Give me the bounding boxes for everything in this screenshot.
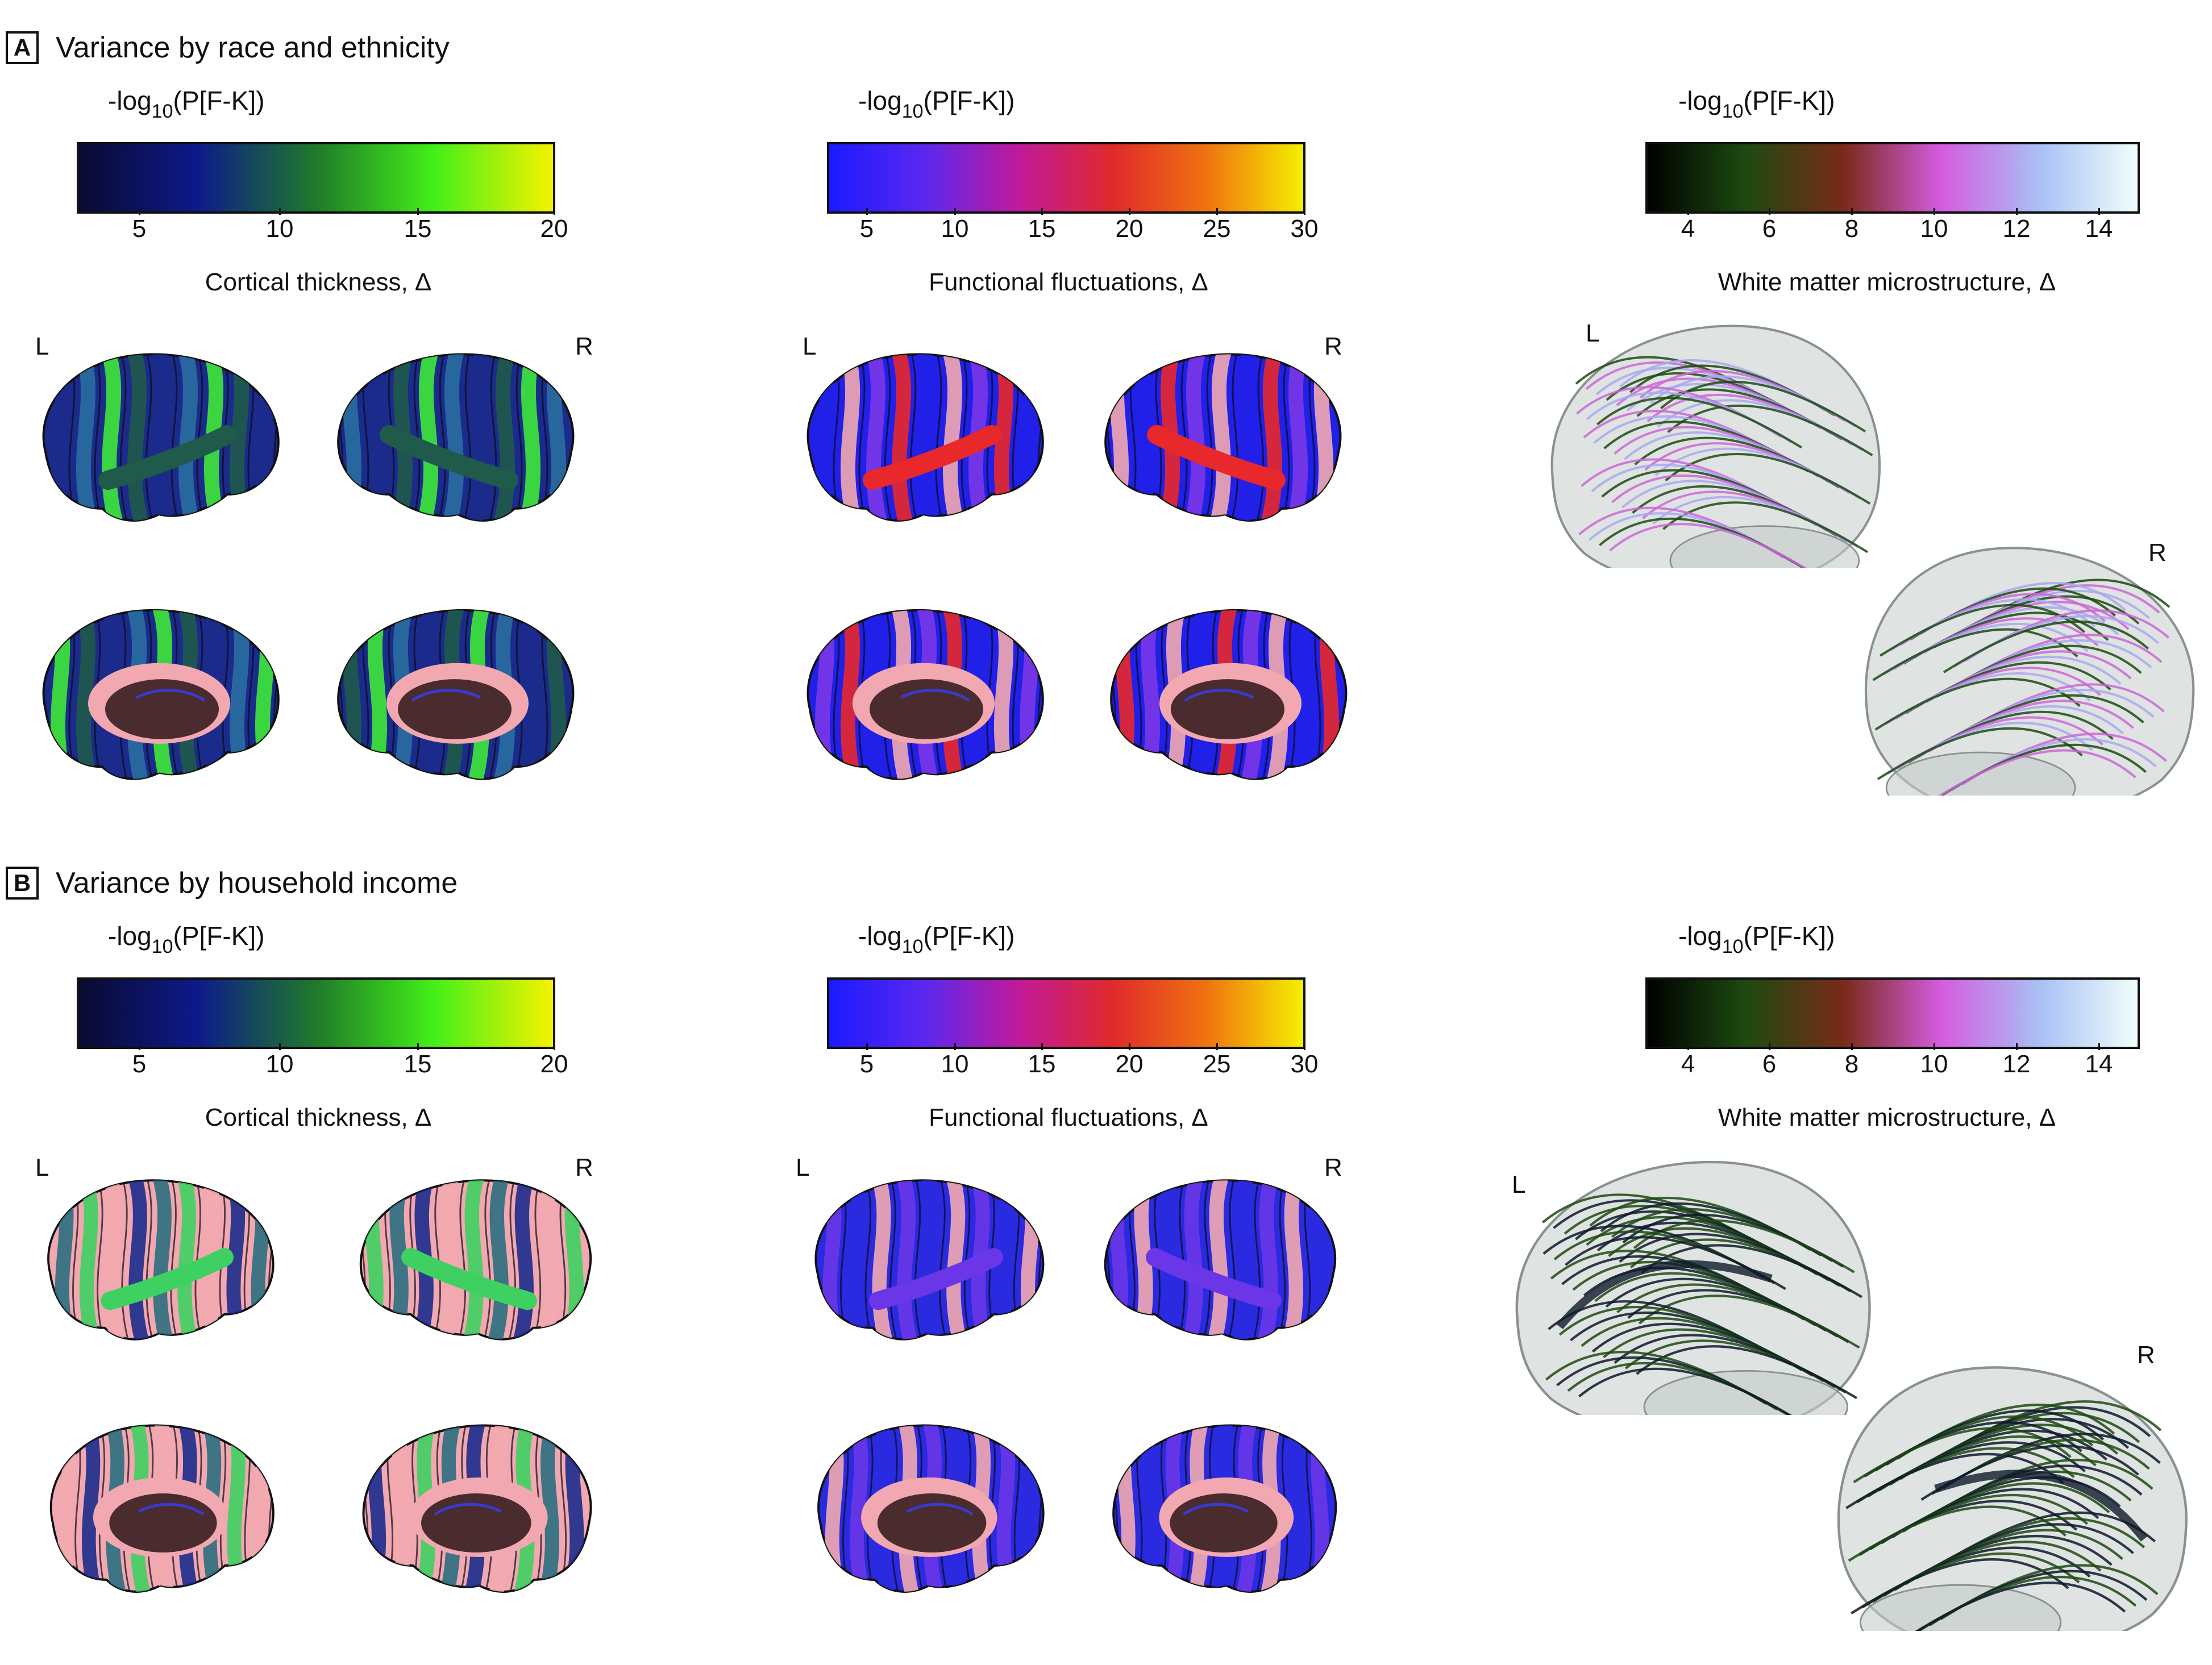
tick-label: 15 xyxy=(389,208,446,243)
tick-label: 12 xyxy=(1988,1043,2045,1079)
brain-lateral-right-functional xyxy=(1094,338,1361,531)
tick-label: 30 xyxy=(1276,208,1333,243)
brain-medial-right-thickness xyxy=(352,1409,611,1602)
tick-label: 25 xyxy=(1188,1043,1245,1079)
colorbar-title: Functional fluctuations, Δ xyxy=(929,1104,1208,1131)
panel-a-letter: A xyxy=(6,31,39,64)
hemisphere-right-label: R xyxy=(2137,1341,2155,1369)
hemisphere-right-label: R xyxy=(575,332,593,360)
hemisphere-left-label: L xyxy=(803,332,817,360)
hemisphere-right-label: R xyxy=(1324,1154,1342,1181)
brain-lateral-left-functional xyxy=(796,1165,1054,1350)
brain-medial-left-functional xyxy=(787,594,1054,790)
tract-render-right xyxy=(1819,1347,2211,1631)
panel-a: A Variance by race and ethnicity -log10(… xyxy=(0,0,2212,830)
colorbar-title: Cortical thickness, Δ xyxy=(205,268,432,296)
tick-label: 12 xyxy=(1988,208,2045,243)
brain-lateral-left-thickness xyxy=(28,1165,284,1350)
colorbar-title: Functional fluctuations, Δ xyxy=(929,268,1208,296)
colorbar-ticks: 5 10 15 20 xyxy=(77,208,568,249)
scale-label: -log10(P[F-K]) xyxy=(858,86,1015,122)
scale-label: -log10(P[F-K]) xyxy=(108,921,265,958)
scale-label: -log10(P[F-K]) xyxy=(1678,921,1835,958)
colorbar-ticks: 5 10 15 20 xyxy=(77,1043,568,1084)
tick-label: 30 xyxy=(1276,1043,1333,1079)
colorbar-ticks: 5 10 15 20 25 30 xyxy=(827,1043,1318,1084)
tract-render-left xyxy=(1529,307,1898,568)
tick-label: 20 xyxy=(526,208,583,243)
tick-label: 10 xyxy=(251,1043,308,1079)
tick-label: 10 xyxy=(251,208,308,243)
colorbar-title: Cortical thickness, Δ xyxy=(205,1104,432,1131)
brain-lateral-right-functional xyxy=(1094,1165,1356,1350)
colorbar-thickness xyxy=(77,977,555,1049)
colorbar-white-matter xyxy=(1645,977,2140,1049)
hemisphere-left-label: L xyxy=(1586,319,1600,347)
brain-medial-right-functional xyxy=(1103,1409,1356,1602)
panel-b: B Variance by household income -log10(P[… xyxy=(0,835,2212,1665)
scale-label: -log10(P[F-K]) xyxy=(1678,86,1835,122)
brain-medial-left-thickness xyxy=(31,1409,284,1602)
tract-render-left xyxy=(1492,1142,1890,1415)
colorbar-ticks: 5 10 15 20 25 30 xyxy=(827,208,1318,249)
tick-label: 25 xyxy=(1188,208,1245,243)
tick-label: 15 xyxy=(1013,208,1070,243)
tick-label: 5 xyxy=(838,208,895,243)
panel-b-header: B Variance by household income xyxy=(6,865,458,901)
brain-lateral-right-thickness xyxy=(327,338,594,531)
hemisphere-left-label: L xyxy=(35,1154,49,1181)
tract-render-right xyxy=(1847,528,2212,796)
tick-label: 10 xyxy=(1906,1043,1962,1079)
panel-a-title: Variance by race and ethnicity xyxy=(56,31,450,64)
tick-label: 10 xyxy=(926,208,983,243)
colorbar-ticks: 4 6 8 10 12 14 xyxy=(1645,208,2128,249)
tick-label: 14 xyxy=(2070,208,2127,243)
brain-medial-right-thickness xyxy=(327,594,594,790)
hemisphere-right-label: R xyxy=(2148,539,2167,567)
brain-lateral-left-functional xyxy=(787,338,1054,531)
brain-lateral-right-thickness xyxy=(350,1165,611,1350)
colorbar-functional xyxy=(827,142,1305,214)
colorbar-title: White matter microstructure, Δ xyxy=(1718,1104,2056,1131)
scale-label: -log10(P[F-K]) xyxy=(108,86,265,122)
brain-medial-left-functional xyxy=(799,1409,1054,1602)
tick-label: 5 xyxy=(838,1043,895,1079)
colorbar-thickness xyxy=(77,142,555,214)
tick-label: 15 xyxy=(1013,1043,1070,1079)
scale-label: -log10(P[F-K]) xyxy=(858,921,1015,958)
hemisphere-right-label: R xyxy=(575,1154,593,1181)
panel-a-header: A Variance by race and ethnicity xyxy=(6,30,450,66)
colorbar-title: White matter microstructure, Δ xyxy=(1718,268,2056,296)
hemisphere-right-label: R xyxy=(1324,332,1342,360)
tick-label: 20 xyxy=(1101,208,1158,243)
tick-label: 10 xyxy=(926,1043,983,1079)
tick-label: 8 xyxy=(1823,208,1880,243)
tick-label: 20 xyxy=(1101,1043,1158,1079)
tick-label: 20 xyxy=(526,1043,583,1079)
tick-label: 6 xyxy=(1741,208,1798,243)
tick-label: 10 xyxy=(1906,208,1962,243)
tick-label: 14 xyxy=(2070,1043,2127,1079)
hemisphere-left-label: L xyxy=(796,1154,810,1181)
hemisphere-left-label: L xyxy=(1512,1171,1526,1198)
tick-label: 8 xyxy=(1823,1043,1880,1079)
tick-label: 5 xyxy=(111,1043,168,1079)
colorbar-white-matter xyxy=(1645,142,2140,214)
colorbar-functional xyxy=(827,977,1305,1049)
colorbar-ticks: 4 6 8 10 12 14 xyxy=(1645,1043,2128,1084)
tick-label: 6 xyxy=(1741,1043,1798,1079)
brain-lateral-left-thickness xyxy=(23,338,290,531)
tick-label: 4 xyxy=(1660,208,1716,243)
tick-label: 15 xyxy=(389,1043,446,1079)
brain-medial-left-thickness xyxy=(23,594,290,790)
hemisphere-left-label: L xyxy=(35,332,49,360)
tick-label: 4 xyxy=(1660,1043,1716,1079)
panel-b-letter: B xyxy=(6,867,39,900)
tick-label: 5 xyxy=(111,208,168,243)
panel-b-title: Variance by household income xyxy=(56,867,458,900)
brain-medial-right-functional xyxy=(1100,594,1367,790)
